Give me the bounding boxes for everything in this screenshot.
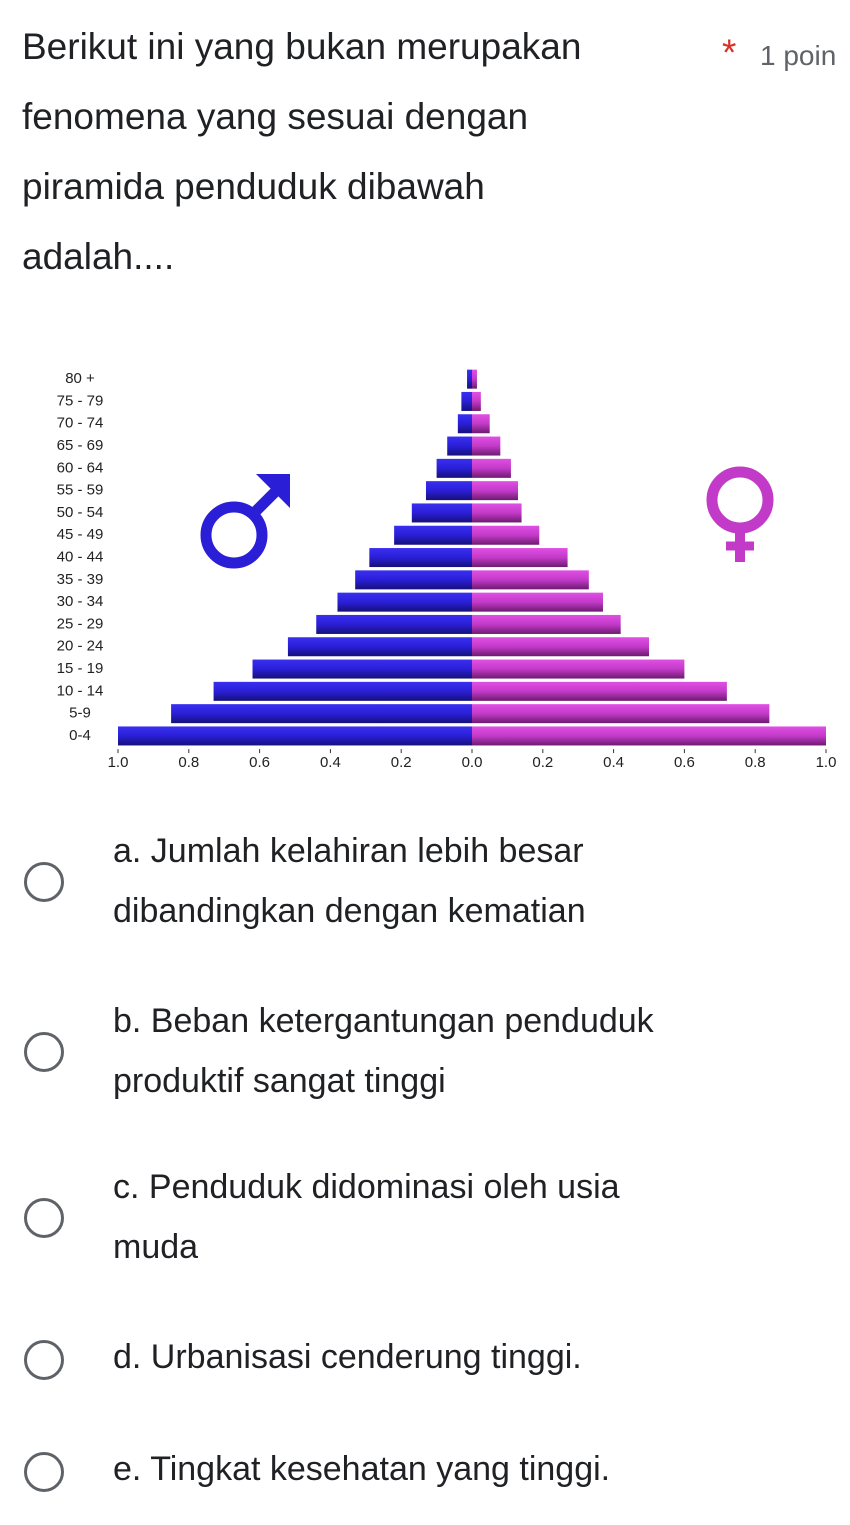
female-bar: [472, 391, 481, 411]
x-tick-label: 1.0: [816, 754, 837, 771]
question-text: Berikut ini yang bukan merupakan: [22, 26, 582, 67]
option-text: muda: [113, 1228, 199, 1266]
female-bar: [472, 503, 522, 523]
age-label: 20 - 24: [57, 638, 104, 655]
female-bar: [472, 414, 490, 434]
points: 1 poin: [760, 40, 837, 71]
male-symbol: [200, 474, 290, 569]
male-bar: [171, 704, 472, 724]
age-label: 50 - 54: [57, 504, 104, 521]
x-tick-label: 0.8: [178, 754, 199, 771]
female-bar: [472, 726, 826, 746]
male-bar: [425, 481, 472, 501]
female-bar: [472, 369, 477, 389]
age-label: 55 - 59: [57, 482, 104, 499]
age-label: 25 - 29: [57, 615, 104, 632]
age-label: 35 - 39: [57, 571, 104, 588]
male-bar: [355, 570, 472, 590]
radio-button[interactable]: [24, 1198, 64, 1238]
female-bar: [472, 704, 770, 724]
option-text: a. Jumlah kelahiran lebih besar: [113, 832, 584, 870]
age-label: 60 - 64: [57, 459, 104, 476]
option-text: dibandingkan dengan kematian: [113, 892, 586, 930]
female-bar: [472, 548, 568, 568]
x-tick-label: 0.0: [462, 754, 483, 771]
x-tick-label: 0.6: [674, 754, 695, 771]
male-bar: [287, 637, 472, 657]
age-label: 70 - 74: [57, 415, 104, 432]
female-symbol: [706, 466, 774, 562]
female-bar: [472, 570, 589, 590]
age-label: 75 - 79: [57, 392, 104, 409]
option-text: b. Beban ketergantungan penduduk: [113, 1002, 654, 1040]
female-bar: [472, 436, 501, 456]
option-text: e. Tingkat kesehatan yang tinggi.: [113, 1450, 611, 1488]
age-label: 40 - 44: [57, 549, 104, 566]
age-label: 5-9: [69, 705, 91, 722]
female-bar: [472, 481, 519, 501]
required-mark: *: [722, 32, 737, 73]
male-bar: [394, 525, 472, 545]
age-label: 65 - 69: [57, 437, 104, 454]
male-bar: [447, 436, 472, 456]
x-tick-label: 0.6: [249, 754, 270, 771]
option-text: c. Penduduk didominasi oleh usia: [113, 1168, 620, 1206]
question-text: adalah....: [22, 236, 175, 277]
x-tick-label: 0.8: [745, 754, 766, 771]
radio-button[interactable]: [24, 1032, 64, 1072]
female-bar: [472, 659, 685, 679]
x-tick-label: 0.2: [532, 754, 553, 771]
age-label: 45 - 49: [57, 526, 104, 543]
age-label: 10 - 14: [57, 682, 104, 699]
radio-button[interactable]: [24, 1340, 64, 1380]
x-tick-label: 0.4: [603, 754, 624, 771]
male-bar: [436, 458, 472, 478]
female-bar: [472, 637, 649, 657]
male-bar: [369, 548, 472, 568]
female-bar: [472, 458, 511, 478]
female-bar: [472, 681, 727, 701]
option-text: produktif sangat tinggi: [113, 1062, 446, 1100]
x-tick-label: 1.0: [108, 754, 129, 771]
radio-button[interactable]: [24, 1452, 64, 1492]
age-label: 15 - 19: [57, 660, 104, 677]
age-label: 0-4: [69, 727, 91, 744]
radio-button[interactable]: [24, 862, 64, 902]
male-bar: [461, 391, 472, 411]
female-bar: [472, 525, 540, 545]
age-label: 30 - 34: [57, 593, 104, 610]
female-bar: [472, 614, 621, 634]
male-bar: [467, 369, 472, 389]
male-bar: [457, 414, 472, 434]
population-pyramid: 80 + 75 - 79 70 - 74 65 - 69 60 - 64 55 - 59 5…: [57, 369, 837, 771]
male-bar: [213, 681, 472, 701]
age-label: 80 +: [65, 370, 95, 387]
male-bar: [316, 614, 472, 634]
option-text: d. Urbanisasi cenderung tinggi.: [113, 1338, 582, 1376]
x-tick-label: 0.4: [320, 754, 341, 771]
male-bar: [118, 726, 472, 746]
x-tick-label: 0.2: [391, 754, 412, 771]
question-text: fenomena yang sesuai dengan: [22, 96, 529, 137]
male-bar: [337, 592, 472, 612]
male-bar: [411, 503, 472, 523]
female-bar: [472, 592, 603, 612]
male-bar: [252, 659, 472, 679]
question-text: piramida penduduk dibawah: [22, 166, 485, 207]
